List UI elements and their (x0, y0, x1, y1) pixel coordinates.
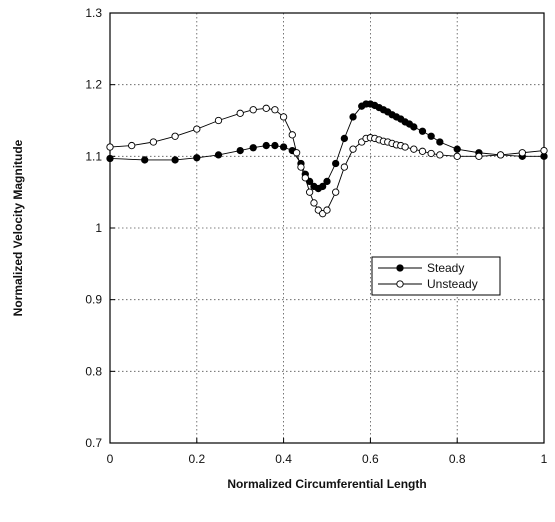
data-point-unsteady (310, 199, 318, 207)
data-point-steady (332, 159, 340, 168)
data-point-unsteady (475, 152, 483, 160)
legend-marker-steady (396, 264, 404, 272)
y-tick-label: 1.2 (85, 78, 102, 92)
data-point-unsteady (418, 147, 427, 155)
data-point-steady (279, 143, 288, 151)
data-point-unsteady (323, 206, 331, 214)
legend-box (371, 256, 501, 296)
legend-label-unsteady: Unsteady (427, 277, 478, 291)
data-point-steady (436, 138, 444, 146)
data-point-steady (418, 127, 427, 135)
data-point-unsteady (401, 143, 409, 151)
data-point-steady (410, 123, 418, 131)
series-layer (106, 100, 548, 218)
data-point-unsteady (236, 109, 244, 117)
data-point-unsteady (106, 143, 114, 151)
data-point-steady (453, 145, 461, 153)
data-point-unsteady (149, 138, 158, 146)
x-tick-label: 0 (107, 452, 114, 466)
data-point-unsteady (496, 151, 505, 159)
data-point-steady (214, 151, 223, 159)
data-point-unsteady (349, 145, 357, 153)
data-point-unsteady (292, 149, 301, 157)
data-point-unsteady (271, 106, 279, 114)
grid (110, 13, 544, 443)
data-point-steady (271, 141, 279, 150)
data-point-unsteady (340, 163, 349, 171)
data-point-unsteady (332, 188, 340, 196)
x-tick-label: 0.6 (362, 452, 379, 466)
data-point-steady (193, 154, 201, 162)
data-point-steady (340, 134, 349, 143)
data-point-unsteady (518, 149, 526, 157)
data-point-unsteady (453, 152, 461, 160)
data-point-unsteady (305, 188, 314, 196)
data-point-steady (262, 141, 270, 150)
x-tick-label: 0.8 (449, 452, 466, 466)
data-point-steady (249, 144, 257, 152)
y-tick-label: 0.7 (85, 436, 102, 450)
data-point-unsteady (436, 151, 444, 159)
series-unsteady (106, 104, 548, 218)
data-point-unsteady (214, 116, 223, 125)
series-steady (106, 100, 548, 193)
data-point-unsteady (262, 104, 270, 112)
data-point-steady (323, 177, 331, 186)
data-point-unsteady (540, 146, 548, 155)
y-tick-label: 0.9 (85, 293, 102, 307)
data-point-unsteady (249, 106, 257, 114)
data-point-unsteady (427, 149, 435, 158)
axis-ticks: 0 0.2 0.4 0.6 0.8 1 0.7 0.8 0.9 1 1.1 1.2 1.3 (85, 6, 547, 466)
y-axis-label: Normalized Velocity Magnitude (11, 139, 25, 316)
x-tick-label: 0.4 (275, 452, 292, 466)
legend-marker-unsteady (396, 280, 404, 288)
data-point-steady (141, 156, 149, 164)
legend-label-steady: Steady (427, 261, 464, 275)
y-tick-label: 0.8 (85, 364, 102, 378)
data-point-steady (171, 156, 179, 164)
data-point-unsteady (128, 141, 136, 150)
legend-item-unsteady: Unsteady (378, 277, 478, 291)
x-tick-label: 1 (541, 452, 548, 466)
data-point-steady (427, 132, 435, 140)
data-point-unsteady (301, 174, 309, 182)
x-tick-label: 0.2 (188, 452, 205, 466)
data-point-steady (319, 182, 327, 191)
y-tick-label: 1.3 (85, 6, 102, 20)
data-point-steady (236, 146, 244, 155)
data-point-unsteady (288, 131, 296, 139)
data-point-steady (349, 113, 357, 121)
data-point-steady (106, 154, 114, 163)
data-point-unsteady (193, 125, 201, 133)
data-point-unsteady (297, 163, 305, 171)
data-point-unsteady (171, 132, 179, 140)
data-point-unsteady (410, 145, 418, 153)
legend-item-steady: Steady (378, 261, 464, 275)
y-tick-label: 1 (95, 221, 102, 235)
y-tick-label: 1.1 (85, 149, 102, 163)
legend: Steady Unsteady (371, 256, 501, 296)
data-point-unsteady (279, 113, 288, 121)
x-axis-label: Normalized Circumferential Length (227, 477, 426, 491)
